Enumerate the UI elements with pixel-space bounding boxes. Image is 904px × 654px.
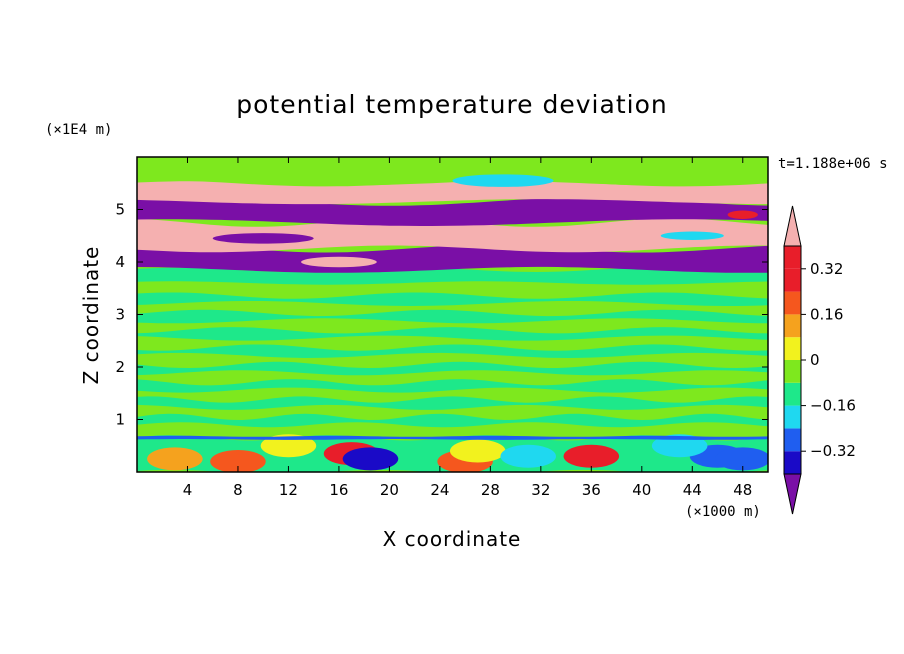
lower-blob: [715, 447, 768, 471]
lower-blob: [500, 444, 556, 468]
y-axis: 1 2 3 4 5: [115, 201, 768, 429]
colorbar-over: [783, 205, 802, 247]
lower-blob: [260, 434, 317, 458]
x-tick-label: 28: [481, 481, 500, 499]
colorbar-segment: [784, 337, 801, 360]
x-tick-label: 4: [183, 481, 193, 499]
band-upper-3: [137, 218, 768, 253]
colorbar-tick-label: 0: [810, 351, 820, 369]
band-mid-stripe: [137, 344, 768, 358]
colorbar-segment: [784, 451, 801, 474]
x-axis: 4 8 12 16 20 24 28 32 36 40 44 48: [183, 157, 752, 499]
upper-blob: [452, 174, 554, 187]
x-tick-label: 36: [582, 481, 601, 499]
x-tick-label: 48: [733, 481, 752, 499]
band-mid-stripe: [137, 292, 768, 306]
x-tick-label: 24: [430, 481, 449, 499]
x-tick-label: 20: [380, 481, 399, 499]
upper-blob: [727, 210, 758, 219]
colorbar-under: [783, 473, 802, 515]
lower-blob: [651, 434, 708, 458]
upper-blob: [301, 256, 377, 268]
colorbar-tick-label: 0.16: [810, 305, 843, 323]
x-tick-label: 12: [279, 481, 298, 499]
lower-blob: [147, 447, 203, 471]
band-mid-stripe: [137, 327, 768, 341]
colorbar-segment: [784, 405, 801, 429]
x-tick-label: 16: [329, 481, 348, 499]
x-tick-label: 40: [632, 481, 651, 499]
x-unit-label: (×1000 m): [685, 504, 761, 520]
colorbar-segment: [784, 268, 801, 292]
lower-blob: [342, 447, 399, 471]
time-label: t=1.188e+06 s: [778, 156, 888, 172]
colorbar-tick-label: −0.16: [810, 397, 856, 415]
band-mid-stripe: [137, 413, 768, 428]
y-unit-label: (×1E4 m): [45, 122, 112, 138]
x-axis-label: X coordinate: [383, 527, 522, 551]
y-axis-label: Z coordinate: [79, 246, 103, 385]
y-tick-label: 5: [115, 201, 125, 219]
colorbar-segment: [784, 382, 801, 406]
colorbar-segment: [784, 246, 801, 269]
band-mid-stripe: [137, 396, 768, 410]
colorbar-segment: [784, 291, 801, 315]
band-lower-top: [137, 435, 768, 440]
upper-blob: [212, 233, 314, 244]
upper-blob: [660, 231, 724, 240]
colorbar-segment: [784, 314, 801, 338]
colorbar-segment: [784, 428, 801, 452]
chart-title: potential temperature deviation: [236, 90, 667, 119]
x-tick-label: 32: [531, 481, 550, 499]
colorbar-tick-label: −0.32: [810, 442, 856, 460]
contour-field: [137, 157, 768, 472]
band-mid-stripe: [137, 361, 768, 376]
band-mid-stripe: [137, 379, 768, 393]
band-upper-2: [137, 245, 768, 273]
band-upper-4: [137, 197, 768, 226]
y-tick-label: 2: [115, 358, 125, 376]
lower-blob: [563, 444, 620, 468]
band-upper-5: [137, 180, 768, 205]
colorbar-tick-label: 0.32: [810, 260, 843, 278]
colorbar: 0.32 0.16 0 −0.16 −0.32: [783, 205, 856, 515]
x-tick-label: 44: [683, 481, 702, 499]
lower-blob: [449, 439, 506, 463]
x-tick-label: 8: [233, 481, 243, 499]
lower-blob: [210, 449, 266, 472]
colorbar-segment: [784, 360, 801, 383]
y-tick-label: 1: [115, 411, 125, 429]
y-tick-label: 4: [115, 253, 125, 271]
band-mid-stripe: [137, 309, 768, 324]
y-tick-label: 3: [115, 306, 125, 324]
band-top: [137, 157, 768, 186]
